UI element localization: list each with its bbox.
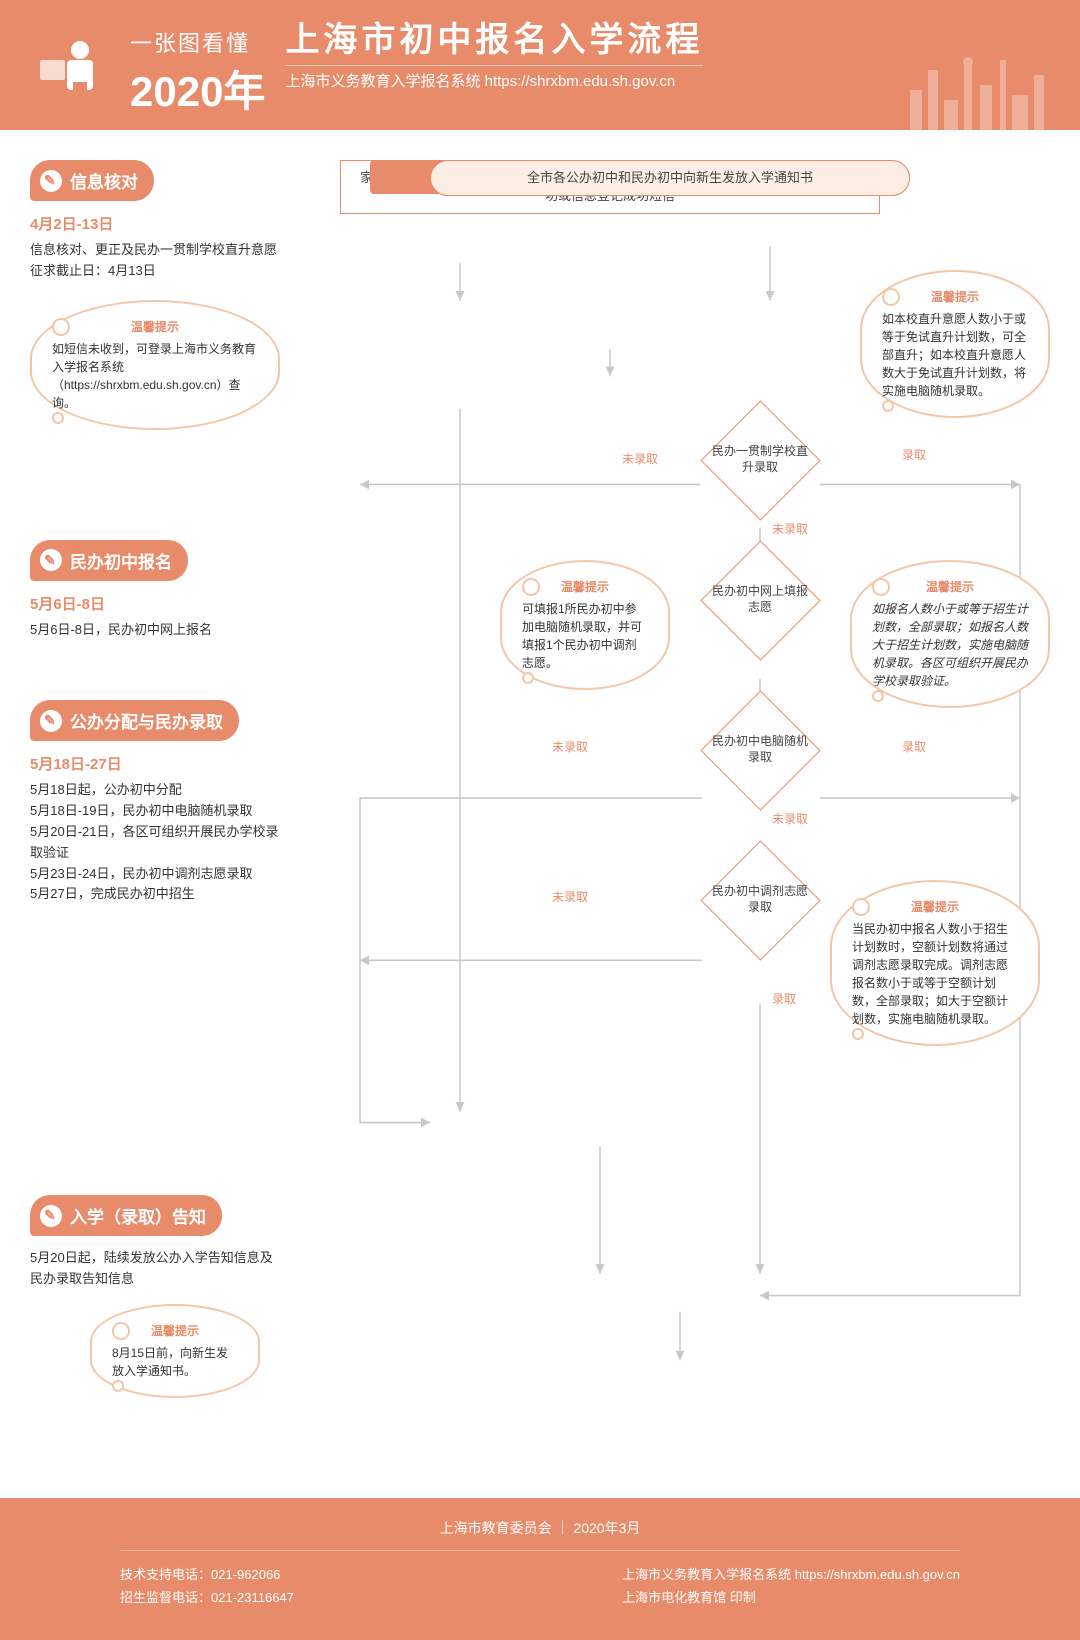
header-title: 上海市初中报名入学流程 bbox=[285, 12, 703, 61]
date-3: 5月18日-27日 bbox=[30, 753, 280, 774]
tip-text-1: 如短信未收到，可登录上海市义务教育入学报名系统（https://shrxbm.e… bbox=[52, 340, 258, 412]
tip-title-4: 温馨提示 bbox=[112, 1322, 238, 1340]
diamond-apply: 民办初中网上填报志愿 bbox=[700, 560, 820, 640]
tip-r2: 温馨提示 可填报1所民办初中参加电脑随机录取，并可填报1个民办初中调剂志愿。 bbox=[500, 560, 670, 690]
infographic-page: 一张图看懂 2020年 上海市初中报名入学流程 上海市义务教育入学报名系统 ht… bbox=[0, 0, 1080, 1640]
label-a-1: 录取 bbox=[900, 446, 928, 463]
footer-org: 上海市教育委员会 ｜ 2020年3月 bbox=[120, 1518, 960, 1551]
desc-4: 5月20日起，陆续发放公办入学告知信息及民办录取告知信息 bbox=[30, 1248, 280, 1290]
desc-3: 5月18日起，公办初中分配 5月18日-19日，民办初中电脑随机录取 5月20日… bbox=[30, 780, 280, 905]
header-subtitle: 一张图看懂 bbox=[130, 26, 265, 58]
section-public-private: 公办分配与民办录取 5月18日-27日 5月18日起，公办初中分配 5月18日-… bbox=[30, 700, 280, 905]
label-na-1: 未录取 bbox=[620, 450, 660, 467]
date-1: 4月2日-13日 bbox=[30, 213, 280, 234]
flowchart-area: 本市就读的小学毕业生 非本市就读的小学毕业生 小学毕业信息核对、更正；民办一贯制… bbox=[300, 160, 1050, 1458]
label-na-3: 未录取 bbox=[550, 738, 590, 755]
node-letter: 全市各公办初中和民办初中向新生发放入学通知书 bbox=[430, 160, 910, 196]
desc-2: 5月6日-8日，民办初中网上报名 bbox=[30, 620, 280, 641]
footer-tech: 技术支持电话：021-962066 bbox=[120, 1563, 294, 1586]
tip-r4: 温馨提示 当民办初中报名人数小于招生计划数时，空额计划数将通过调剂志愿录取完成。… bbox=[830, 880, 1040, 1046]
tip-text-4: 8月15日前，向新生发放入学通知书。 bbox=[112, 1344, 238, 1380]
section-notice: 入学（录取）告知 5月20日起，陆续发放公办入学告知信息及民办录取告知信息 温馨… bbox=[30, 1195, 280, 1398]
footer: 上海市教育委员会 ｜ 2020年3月 技术支持电话：021-962066 招生监… bbox=[0, 1498, 1080, 1640]
footer-system: 上海市义务教育入学报名系统 https://shrxbm.edu.sh.gov.… bbox=[622, 1563, 960, 1586]
date-2: 5月6日-8日 bbox=[30, 593, 280, 614]
header-year: 2020年 bbox=[130, 58, 265, 119]
content-area: 信息核对 4月2日-13日 信息核对、更正及民办一贯制学校直升意愿征求截止日：4… bbox=[0, 130, 1080, 1498]
desc-1: 信息核对、更正及民办一贯制学校直升意愿征求截止日：4月13日 bbox=[30, 240, 280, 282]
label-na-4: 未录取 bbox=[770, 810, 810, 827]
section-private-reg: 民办初中报名 5月6日-8日 5月6日-8日，民办初中网上报名 bbox=[30, 540, 280, 641]
label-na-2: 未录取 bbox=[770, 520, 810, 537]
badge-1: 信息核对 bbox=[30, 160, 154, 201]
tip-title-1: 温馨提示 bbox=[52, 318, 258, 336]
logo-icon bbox=[30, 25, 110, 105]
tip-r3: 温馨提示 如报名人数小于或等于招生计划数，全部录取；如报名人数大于招生计划数，实… bbox=[850, 560, 1050, 708]
skyline-icon bbox=[900, 50, 1060, 130]
diamond-lottery: 民办初中电脑随机录取 bbox=[700, 710, 820, 790]
diamond-adjust: 民办初中调剂志愿录取 bbox=[700, 860, 820, 940]
label-na-5: 未录取 bbox=[550, 888, 590, 905]
tip-bubble-4: 温馨提示 8月15日前，向新生发放入学通知书。 bbox=[90, 1304, 260, 1398]
badge-2: 民办初中报名 bbox=[30, 540, 188, 581]
tip-bubble-1: .tip-bubble:nth-of-type(1)::before{right… bbox=[30, 300, 280, 430]
label-a-5: 录取 bbox=[770, 990, 798, 1007]
header-url: 上海市义务教育入学报名系统 https://shrxbm.edu.sh.gov.… bbox=[285, 65, 703, 91]
tip-r1: 温馨提示 如本校直升意愿人数小于或等于免试直升计划数，可全部直升；如本校直升意愿… bbox=[860, 270, 1050, 418]
footer-supervise: 招生监督电话：021-23116647 bbox=[120, 1586, 294, 1609]
badge-4: 入学（录取）告知 bbox=[30, 1195, 222, 1236]
header: 一张图看懂 2020年 上海市初中报名入学流程 上海市义务教育入学报名系统 ht… bbox=[0, 0, 1080, 130]
label-a-3: 录取 bbox=[900, 738, 928, 755]
diamond-direct: 民办一贯制学校直升录取 bbox=[700, 420, 820, 500]
footer-print: 上海市电化教育馆 印制 bbox=[622, 1586, 960, 1609]
badge-3: 公办分配与民办录取 bbox=[30, 700, 239, 741]
left-sidebar: 信息核对 4月2日-13日 信息核对、更正及民办一贯制学校直升意愿征求截止日：4… bbox=[30, 160, 280, 1458]
section-info-verify: 信息核对 4月2日-13日 信息核对、更正及民办一贯制学校直升意愿征求截止日：4… bbox=[30, 160, 280, 430]
